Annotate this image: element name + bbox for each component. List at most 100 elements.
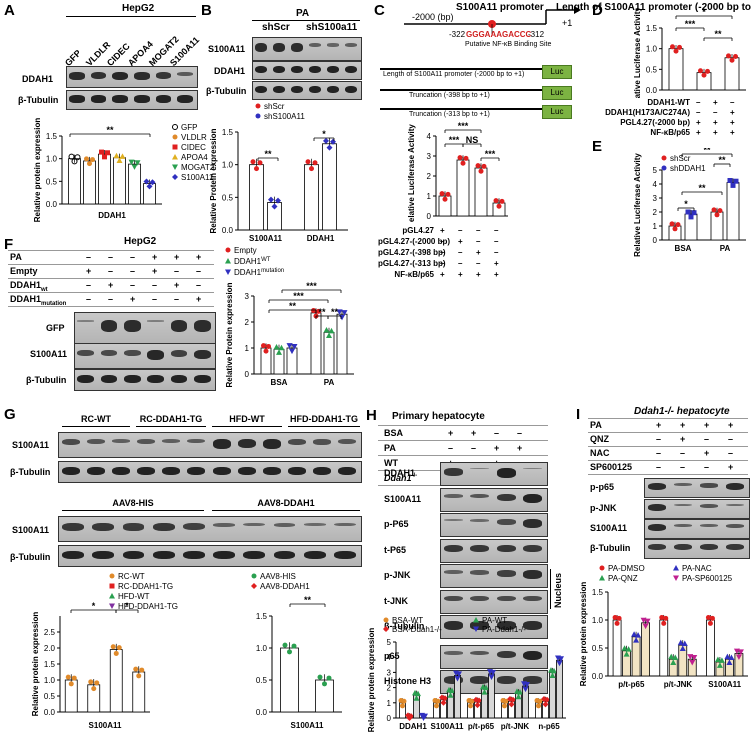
legend-label: PA-QNZ	[608, 574, 638, 583]
blot-band	[313, 438, 332, 445]
y-tick-label: 3	[653, 194, 658, 203]
blot-band	[147, 374, 165, 384]
panel-b-group2: shS100a11	[306, 22, 358, 33]
condition-sign: +	[713, 98, 718, 107]
sig-label: *	[92, 601, 96, 611]
data-point	[271, 203, 278, 210]
legend-label: PA-WT	[482, 616, 507, 625]
table-rule	[378, 440, 548, 441]
data-point	[737, 649, 744, 655]
condition-sign: –	[494, 248, 499, 257]
blot-band	[725, 524, 745, 528]
luc-box: Luc	[542, 65, 572, 79]
legend-label: PA-NAC	[682, 564, 712, 573]
condition-label: pGL4.27	[402, 226, 434, 235]
condition-sign: +	[86, 266, 92, 276]
condition-sign: –	[130, 266, 136, 276]
blot-band	[443, 570, 463, 575]
blot-tubulin	[66, 90, 198, 110]
blot-band	[62, 522, 84, 532]
blot-band	[496, 650, 516, 659]
sig-label: ***	[293, 291, 304, 301]
condition-sign: +	[704, 448, 710, 458]
blot-label: p65	[384, 650, 400, 661]
data-point	[709, 615, 715, 621]
y-tick-label: 3	[245, 292, 250, 301]
condition-sign: –	[656, 462, 662, 472]
legend-marker	[172, 134, 178, 140]
table-rule	[588, 432, 748, 433]
blot-tubulin-top	[58, 461, 362, 483]
blot-label: β-Tubulin	[384, 621, 425, 631]
condition-sign: +	[196, 294, 202, 304]
table-rule	[8, 306, 214, 307]
data-point	[623, 651, 630, 657]
condition-sign: –	[86, 280, 92, 290]
blot-band	[187, 438, 206, 444]
condition-sign: +	[713, 118, 718, 127]
blot-band	[673, 504, 693, 507]
data-point	[74, 154, 81, 161]
data-point	[68, 153, 75, 160]
blot-band	[134, 71, 150, 80]
legend-label: DDAH1mutation	[234, 268, 284, 277]
data-point	[503, 698, 509, 704]
condition-sign: +	[704, 420, 710, 430]
group-label: HFD-WT	[229, 414, 265, 424]
data-point	[616, 615, 622, 621]
data-point	[68, 681, 74, 687]
data-point	[442, 695, 448, 702]
group-line	[62, 426, 130, 427]
data-point	[510, 696, 516, 703]
condition-label: QNZ	[590, 434, 609, 444]
blot-band	[243, 550, 266, 560]
blot-label: p-P65	[384, 519, 409, 529]
condition-sign: –	[656, 434, 662, 444]
blot-strip	[644, 539, 750, 559]
blot-band	[523, 468, 543, 470]
x-tick-label: n-p65	[538, 722, 560, 731]
group-label: RC-DDAH1-TG	[139, 414, 203, 424]
data-point	[254, 166, 259, 172]
condition-sign: +	[196, 252, 202, 262]
y-tick-label: 1.0	[256, 644, 268, 653]
x-axis-label: S100A11	[291, 721, 324, 730]
blot-band	[673, 524, 693, 528]
data-point	[724, 653, 731, 660]
y-tick-label: 0.0	[256, 708, 268, 717]
data-point	[268, 196, 274, 203]
legend-label: RC-WT	[118, 572, 145, 581]
data-point	[133, 666, 139, 672]
data-point	[672, 654, 679, 661]
data-point	[473, 696, 479, 703]
legend-marker	[599, 575, 605, 581]
blot-band	[288, 466, 307, 476]
blot-band	[92, 550, 115, 560]
blot-band	[344, 65, 358, 74]
legend-marker	[225, 247, 231, 253]
blot-band	[137, 438, 156, 444]
y-tick-label: 1.5	[44, 660, 56, 669]
x-tick-label: p/t-p65	[618, 680, 645, 689]
legend-label: DDAH1WT	[234, 257, 271, 266]
blot-band	[272, 85, 286, 94]
data-point	[691, 210, 697, 216]
blot-band	[470, 544, 490, 553]
legend-marker	[661, 165, 667, 171]
bar	[659, 619, 669, 677]
data-point	[291, 643, 297, 649]
y-tick-label: 1.0	[646, 45, 658, 54]
blot-band	[77, 320, 95, 322]
legend-marker	[383, 617, 389, 623]
data-point	[116, 645, 122, 651]
x-tick-label: BSA	[271, 378, 288, 387]
data-point	[326, 675, 332, 681]
blot-band	[523, 595, 543, 602]
luc-box: Luc	[542, 105, 572, 119]
y-tick-label: 1.0	[44, 676, 56, 685]
blot-band	[443, 650, 463, 655]
data-point	[669, 221, 675, 227]
x-tick-label: PA	[324, 378, 335, 387]
panel-f-header: HepG2	[124, 236, 157, 247]
data-point	[733, 178, 739, 184]
